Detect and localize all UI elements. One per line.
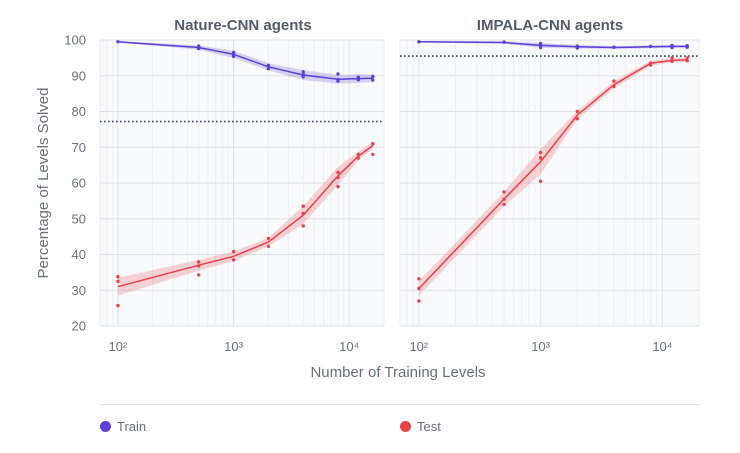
test-run-point <box>371 142 375 146</box>
train-run-point <box>336 72 340 76</box>
x-tick-label: 10⁴ <box>652 339 672 354</box>
test-run-point <box>575 117 579 121</box>
legend-label: Test <box>417 419 441 434</box>
train-run-point <box>612 45 616 49</box>
test-run-point <box>538 179 543 183</box>
train-run-point <box>575 46 579 50</box>
train-run-point <box>231 53 236 57</box>
y-tick-label: 50 <box>72 211 86 226</box>
y-tick-label: 60 <box>72 176 86 191</box>
train-run-point <box>301 70 305 74</box>
test-run-point <box>502 197 506 201</box>
test-run-point <box>356 156 360 160</box>
train-run-point <box>502 40 506 44</box>
test-run-point <box>417 277 421 281</box>
test-run-point <box>197 273 201 277</box>
train-run-point <box>197 46 201 51</box>
y-tick-label: 90 <box>72 68 86 83</box>
train-run-point <box>371 78 375 82</box>
train-run-point <box>417 40 421 44</box>
test-line <box>418 58 688 290</box>
x-tick-label: 10² <box>109 339 128 354</box>
y-axis-label: Percentage of Levels Solved <box>35 88 52 279</box>
y-tick-label: 20 <box>72 319 86 334</box>
test-run-point <box>231 258 236 262</box>
test-run-point <box>502 202 506 207</box>
train-line <box>117 41 373 81</box>
impala-cnn-panel: IMPALA-CNN agents 10² 10³ 10⁴ <box>399 17 700 354</box>
train-run-point <box>301 73 305 77</box>
x-tick-label: 10² <box>409 339 428 354</box>
test-run-point <box>670 56 674 60</box>
train-run-point <box>116 40 120 44</box>
test-run-point <box>356 152 360 157</box>
test-run-point <box>336 170 340 174</box>
test-run-point <box>336 184 340 189</box>
train-run-point <box>356 78 360 82</box>
test-run-point <box>538 150 543 155</box>
test-run-point <box>502 190 506 194</box>
nature-cnn-panel: Nature-CNN agents 20 30 40 50 60 70 80 90 100 10²… <box>64 17 385 354</box>
test-run-point <box>197 260 201 264</box>
train-run-point <box>356 75 360 79</box>
test-run-point <box>417 299 421 303</box>
x-axis-label: Number of Training Levels <box>310 364 485 381</box>
y-tick-label: 100 <box>64 33 86 48</box>
test-run-point <box>301 204 305 208</box>
y-tick-label: 80 <box>72 104 86 119</box>
train-line <box>418 41 688 49</box>
test-run-point <box>336 175 340 180</box>
test-run-point <box>417 286 421 291</box>
test-run-point <box>266 236 271 241</box>
train-band <box>117 41 373 84</box>
test-run-point <box>231 249 236 254</box>
test-marker-icon <box>400 421 411 432</box>
legend: Train Test <box>0 404 740 453</box>
test-run-point <box>538 156 543 160</box>
test-run-point <box>116 279 120 283</box>
train-run-point <box>336 78 340 82</box>
test-line <box>117 144 374 288</box>
y-tick-label: 30 <box>72 283 86 298</box>
test-run-point <box>266 244 271 248</box>
legend-item-train: Train <box>100 419 146 434</box>
test-run-point <box>371 152 375 157</box>
series-layer <box>417 40 689 303</box>
x-tick-label: 10⁴ <box>339 339 359 354</box>
x-tick-label: 10³ <box>531 339 550 354</box>
legend-label: Train <box>117 419 147 434</box>
train-run-point <box>266 63 271 68</box>
test-run-point <box>612 84 616 89</box>
test-run-point <box>301 211 305 216</box>
legend-item-test: Test <box>400 419 441 434</box>
train-run-point <box>371 74 375 79</box>
train-run-point <box>266 66 271 71</box>
panel-title: Nature-CNN agents <box>174 17 312 34</box>
series-layer <box>116 40 375 308</box>
test-run-point <box>648 63 653 67</box>
train-run-point <box>670 45 674 50</box>
test-run-point <box>685 59 689 63</box>
train-marker-icon <box>100 421 111 432</box>
legend-divider <box>100 404 700 405</box>
train-run-point <box>648 44 653 49</box>
train-run-point <box>197 44 201 48</box>
test-run-point <box>670 59 674 64</box>
y-tick-label: 70 <box>72 140 86 155</box>
x-tick-label: 10³ <box>224 339 243 354</box>
test-run-point <box>197 264 201 268</box>
y-tick-label: 40 <box>72 247 86 262</box>
test-run-point <box>575 109 579 114</box>
test-run-point <box>612 79 616 83</box>
test-run-point <box>685 56 689 60</box>
train-run-point <box>538 45 543 50</box>
test-run-point <box>301 224 305 228</box>
train-run-point <box>685 45 689 49</box>
train-run-point <box>538 41 543 46</box>
test-run-point <box>116 275 120 279</box>
test-run-point <box>116 303 120 308</box>
panel-title: IMPALA-CNN agents <box>477 17 623 34</box>
